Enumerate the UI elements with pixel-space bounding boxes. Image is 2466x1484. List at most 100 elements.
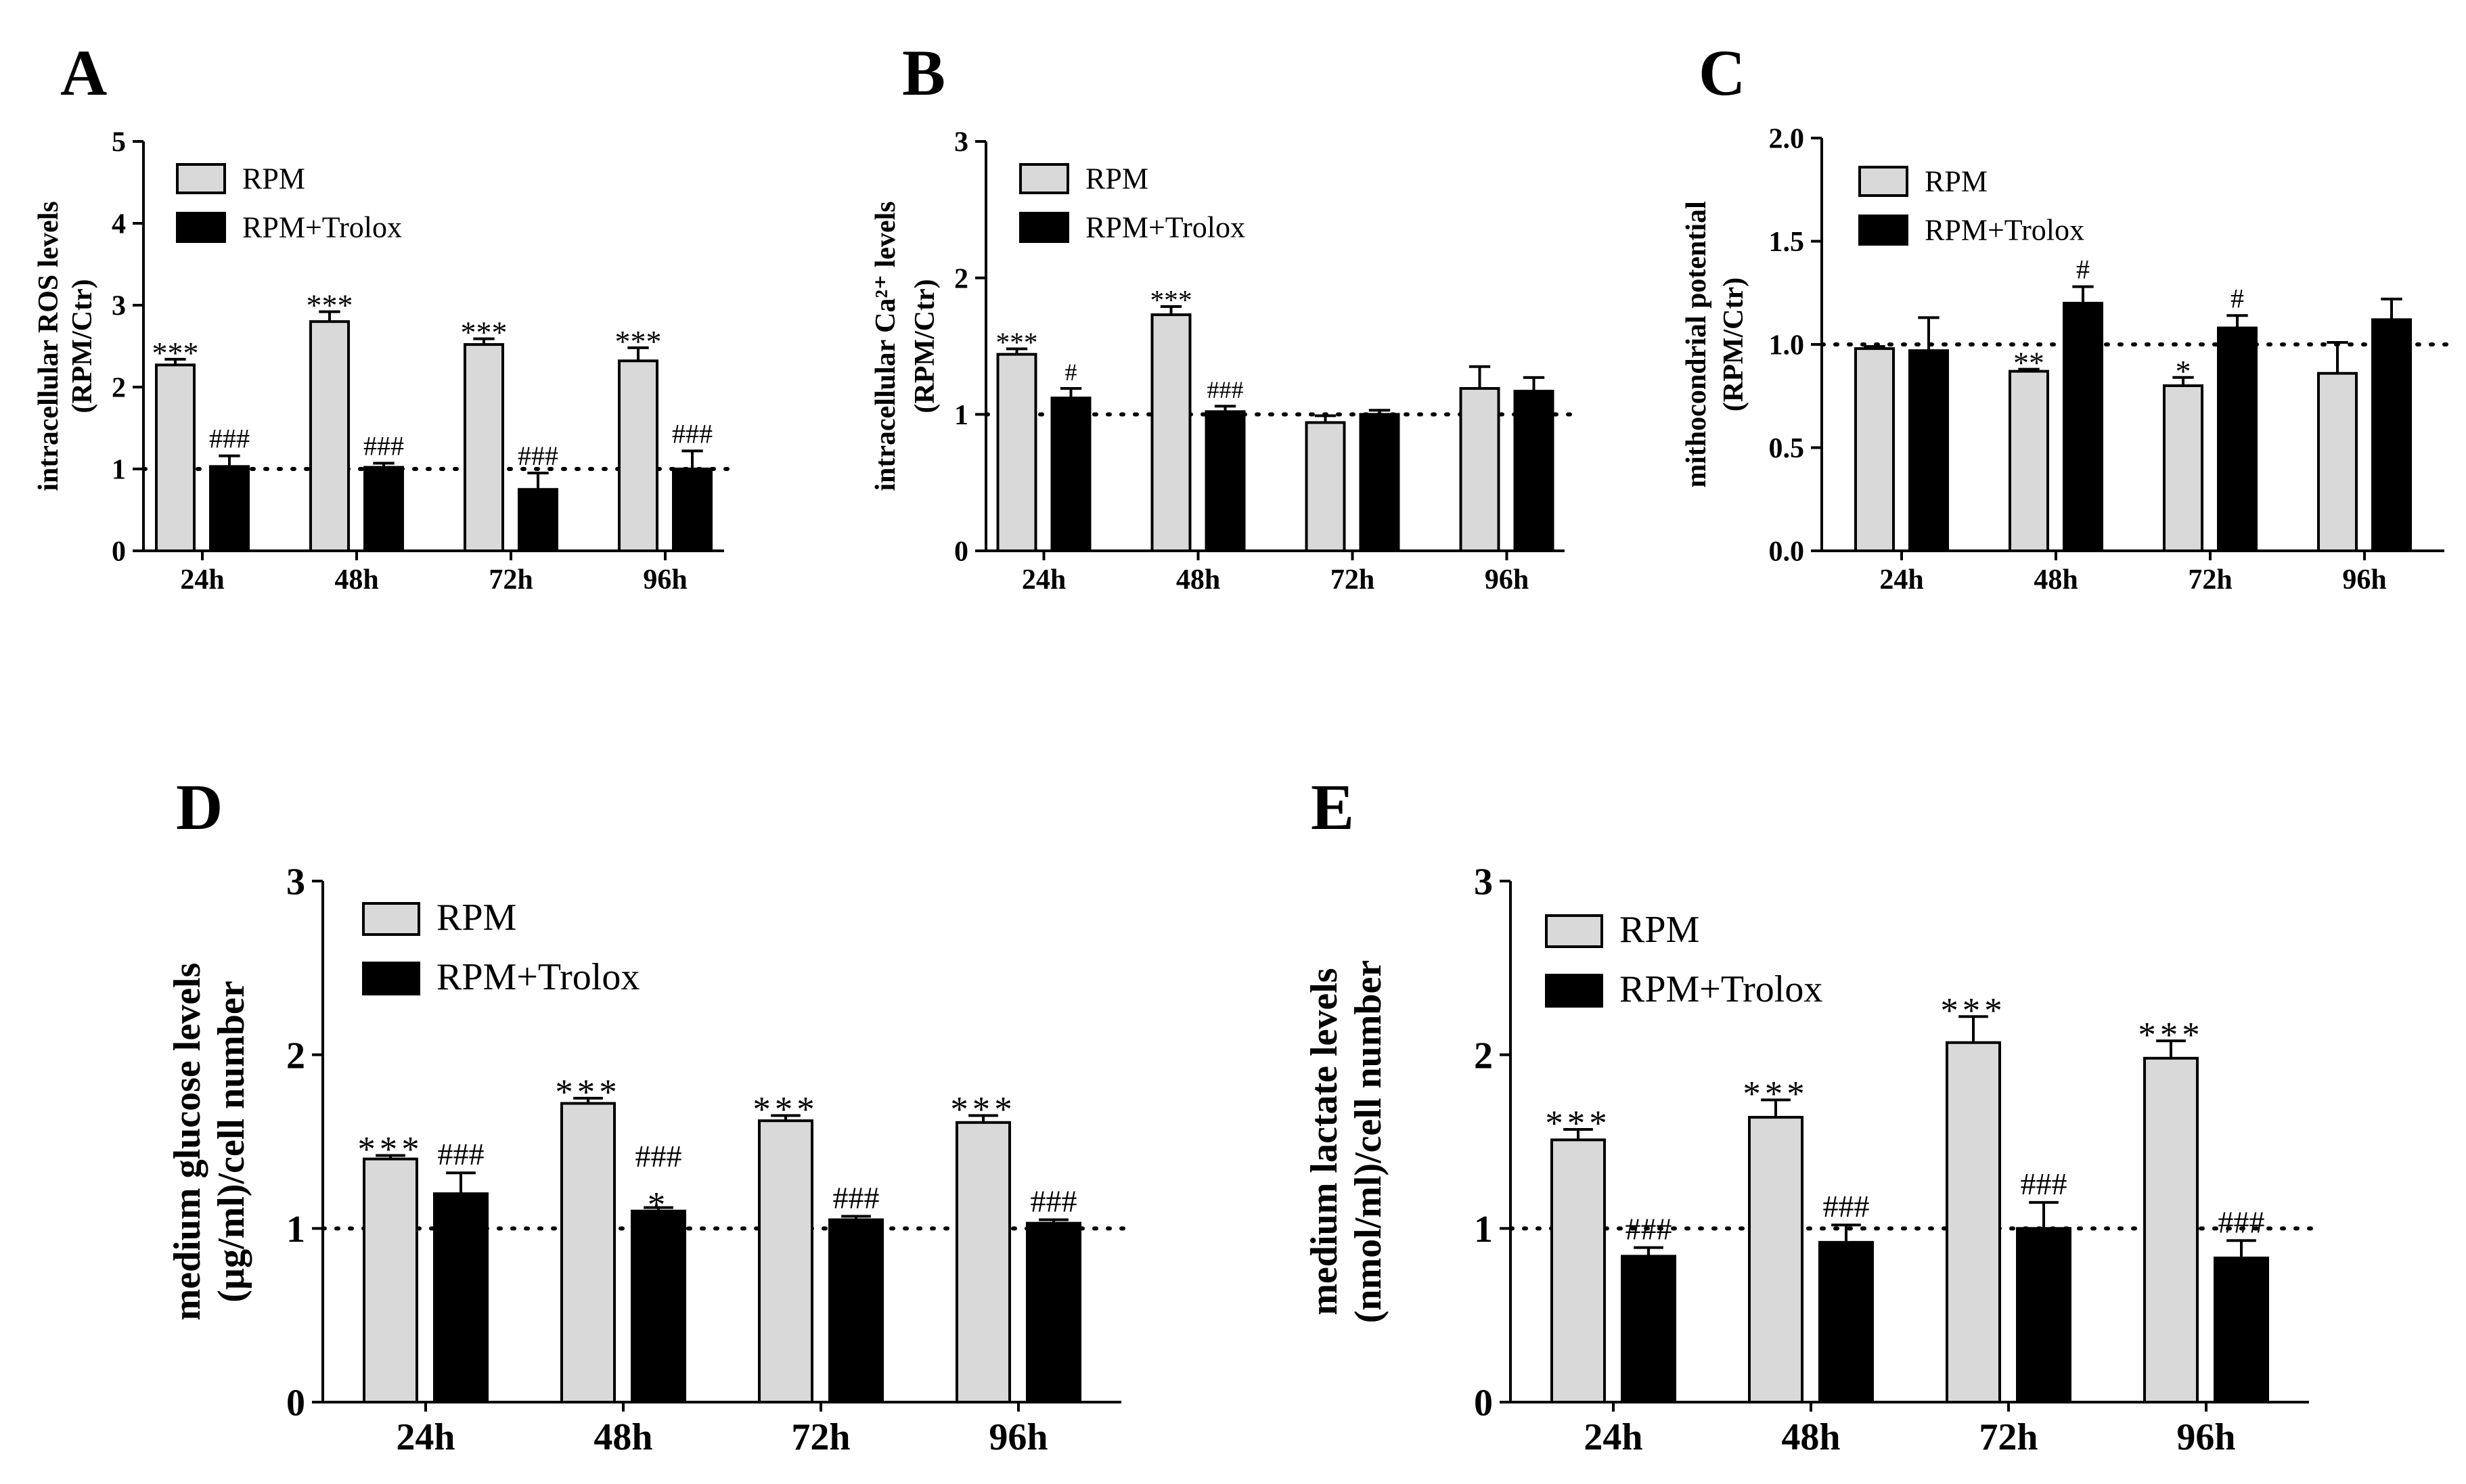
significance-label: ###: [209, 424, 250, 454]
significance-label: ###: [363, 431, 404, 462]
bar-trolox-72h: [2016, 1227, 2071, 1404]
significance-label: ***: [555, 1073, 621, 1112]
legend-label-rpm: RPM: [1925, 165, 1988, 198]
legend-label-rpm: RPM: [436, 897, 516, 939]
y-tick-label: 4: [112, 209, 126, 240]
y-axis-label: medium lactate levels: [1303, 968, 1345, 1315]
legend-label-trolox: RPM+Trolox: [1619, 968, 1822, 1010]
y-tick-label: 2.0: [1769, 124, 1805, 155]
legend-swatch-rpm: [176, 163, 226, 194]
legend-swatch-trolox: [1858, 215, 1908, 246]
x-tick-label: 96h: [1485, 564, 1529, 595]
y-axis-label: intracellular Ca²⁺ levels: [870, 201, 901, 491]
bar-trolox-72h: [1359, 413, 1400, 552]
legend-swatch-rpm: [1858, 166, 1908, 197]
legend-label-trolox: RPM+Trolox: [1925, 214, 2084, 247]
significance-label: ***: [995, 327, 1037, 358]
significance-label: ###: [1031, 1184, 1077, 1219]
bar-rpm-24h: [363, 1157, 418, 1403]
significance-label: ***: [1545, 1104, 1611, 1144]
y-tick-label: 1.5: [1769, 227, 1805, 258]
x-tick-label: 24h: [396, 1416, 455, 1458]
significance-label: #: [2076, 254, 2090, 285]
significance-label: ###: [2021, 1167, 2067, 1201]
bar-rpm-48h: [560, 1102, 616, 1403]
significance-label: ***: [950, 1090, 1016, 1129]
bar-trolox-96h: [2371, 318, 2412, 552]
legend-swatch-trolox: [362, 962, 420, 995]
panel-letter: B: [902, 37, 945, 109]
panel-letter: D: [176, 771, 223, 843]
x-tick-label: 24h: [1584, 1416, 1642, 1458]
x-tick-label: 48h: [1781, 1416, 1840, 1458]
bar-trolox-48h: [631, 1209, 686, 1403]
y-tick-label: 1: [286, 1209, 305, 1251]
y-tick-label: 1: [1474, 1209, 1493, 1251]
x-tick-label: 72h: [791, 1416, 850, 1458]
significance-label: ***: [2138, 1016, 2203, 1055]
significance-label: ###: [1207, 376, 1244, 403]
significance-label: ###: [635, 1139, 682, 1173]
significance-label: ***: [357, 1130, 423, 1169]
legend-swatch-rpm: [362, 902, 420, 936]
significance-label: ***: [152, 336, 199, 370]
y-axis-label: medium glucose levels: [166, 963, 208, 1321]
significance-label: **: [2013, 346, 2044, 380]
x-tick-label: 48h: [1176, 564, 1220, 595]
x-tick-label: 24h: [1022, 564, 1066, 595]
bar-rpm-48h: [2009, 369, 2049, 553]
bar-rpm-72h: [1946, 1041, 2001, 1403]
bar-rpm-48h: [1150, 313, 1192, 552]
legend-label-trolox: RPM+Trolox: [242, 211, 402, 244]
significance-label: *: [2176, 354, 2191, 388]
bar-rpm-72h: [1305, 421, 1346, 553]
panel-letter: C: [1699, 37, 1745, 109]
bar-trolox-24h: [1050, 397, 1092, 553]
significance-label: ***: [307, 288, 353, 323]
bar-rpm-24h: [996, 353, 1037, 552]
bar-trolox-24h: [433, 1192, 489, 1403]
y-tick-label: 0.0: [1769, 537, 1805, 568]
x-tick-label: 48h: [593, 1416, 652, 1458]
bar-trolox-48h: [363, 466, 404, 553]
y-tick-label: 1: [112, 455, 126, 486]
significance-label: *: [648, 1186, 669, 1225]
y-tick-label: 5: [112, 127, 126, 158]
significance-label: #: [2230, 283, 2244, 313]
bar-trolox-96h: [2214, 1256, 2269, 1404]
bar-rpm-72h: [2163, 384, 2203, 552]
legend-label-rpm: RPM: [242, 162, 305, 196]
legend-swatch-trolox: [176, 212, 226, 243]
y-tick-label: 3: [1474, 861, 1493, 903]
legend-label-rpm: RPM: [1085, 162, 1148, 196]
significance-label: ***: [615, 324, 662, 359]
y-tick-label: 3: [286, 861, 305, 903]
bar-rpm-96h: [2317, 372, 2358, 552]
legend-swatch-trolox: [1019, 212, 1069, 243]
y-axis-label: (RPM/Ctr): [1718, 277, 1749, 411]
significance-label: ***: [461, 315, 508, 350]
x-tick-label: 72h: [1979, 1416, 2038, 1458]
legend-label-trolox: RPM+Trolox: [1085, 211, 1245, 244]
y-axis-label: (µg/ml)/cell number: [210, 981, 252, 1303]
legend-label-trolox: RPM+Trolox: [436, 956, 640, 998]
bar-rpm-72h: [758, 1119, 813, 1403]
x-tick-label: 96h: [989, 1416, 1048, 1458]
bar-rpm-24h: [155, 363, 196, 553]
bar-trolox-96h: [1026, 1221, 1081, 1403]
y-axis-label: (RPM/Ctr): [910, 279, 941, 413]
y-tick-label: 0.5: [1769, 433, 1805, 464]
y-tick-label: 0: [1474, 1382, 1493, 1424]
x-tick-label: 48h: [334, 564, 378, 595]
legend-swatch-rpm: [1019, 163, 1069, 194]
significance-label: ***: [1150, 284, 1192, 315]
y-tick-label: 1: [954, 400, 968, 431]
legend-swatch-trolox: [1545, 974, 1603, 1008]
bar-rpm-96h: [618, 359, 658, 553]
y-tick-label: 3: [954, 127, 968, 158]
